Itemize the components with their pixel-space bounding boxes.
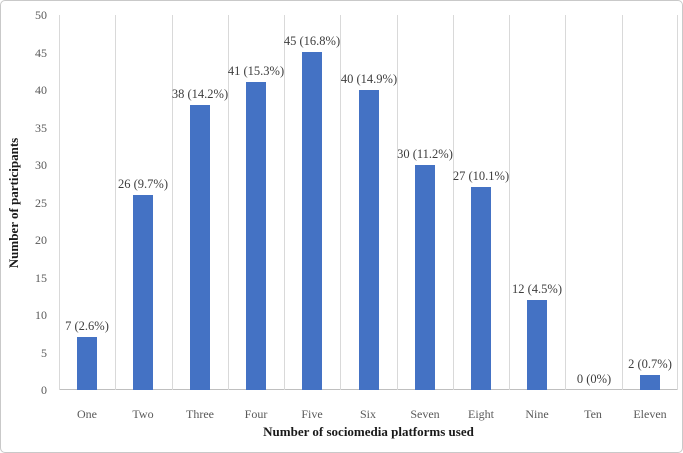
y-tick-label: 15 (35, 271, 47, 285)
y-tick-label: 20 (35, 233, 47, 247)
bar-value-label: 45 (16.8%) (283, 34, 341, 48)
vertical-gridline (622, 15, 623, 390)
vertical-gridline (453, 15, 454, 390)
category-label: Six (359, 407, 376, 421)
category-label: Eleven (633, 407, 667, 421)
bar-value-label: 0 (0%) (576, 372, 612, 386)
vertical-gridline (677, 15, 678, 390)
vertical-gridline (565, 15, 566, 390)
y-tick-label: 0 (41, 383, 47, 397)
bar (527, 300, 547, 390)
bar-value-label: 40 (14.9%) (340, 72, 398, 86)
category-label: Two (132, 407, 154, 421)
vertical-gridline (509, 15, 510, 390)
bar (359, 90, 379, 390)
bar-value-label: 30 (11.2%) (397, 147, 453, 161)
y-tick-label: 35 (35, 121, 47, 135)
vertical-gridline (172, 15, 173, 390)
bar-value-label: 27 (10.1%) (452, 169, 510, 183)
y-tick-label: 30 (35, 158, 47, 172)
bar (77, 337, 97, 390)
category-label: Four (244, 407, 268, 421)
vertical-gridline (59, 15, 60, 390)
vertical-gridline (115, 15, 116, 390)
bar-value-label: 7 (2.6%) (65, 319, 109, 333)
bar-value-label: 38 (14.2%) (171, 87, 229, 101)
y-tick-label: 40 (35, 83, 47, 97)
bar (302, 52, 322, 390)
x-axis-title: Number of sociomedia platforms used (263, 424, 474, 439)
vertical-gridline (284, 15, 285, 390)
vertical-gridline (228, 15, 229, 390)
y-tick-label: 45 (35, 46, 47, 60)
category-label: Three (186, 407, 214, 421)
vertical-gridline (340, 15, 341, 390)
bar (246, 82, 266, 390)
category-label: Nine (525, 407, 549, 421)
plot-area: 7 (2.6%) 26 (9.7%) 38 (14.2%) 41 (15.3%) 45 … (59, 15, 678, 390)
category-label: Eight (468, 407, 494, 421)
category-label: Five (301, 407, 323, 421)
bar (640, 375, 660, 390)
y-tick-label: 5 (41, 346, 47, 360)
y-tick-label: 10 (35, 308, 47, 322)
bar (415, 165, 435, 390)
category-label: One (77, 407, 97, 421)
bar-value-label: 12 (4.5%) (512, 282, 562, 296)
bar-value-label: 26 (9.7%) (118, 177, 168, 191)
bar (190, 105, 210, 390)
bar-value-label: 41 (15.3%) (227, 64, 285, 78)
y-tick-label: 25 (35, 196, 47, 210)
category-label: Ten (584, 407, 602, 421)
bar (133, 195, 153, 390)
bar-value-label: 2 (0.7%) (628, 357, 672, 371)
category-label: Seven (410, 407, 440, 421)
bar (471, 187, 491, 390)
vertical-gridline (397, 15, 398, 390)
y-tick-label: 50 (35, 8, 47, 22)
